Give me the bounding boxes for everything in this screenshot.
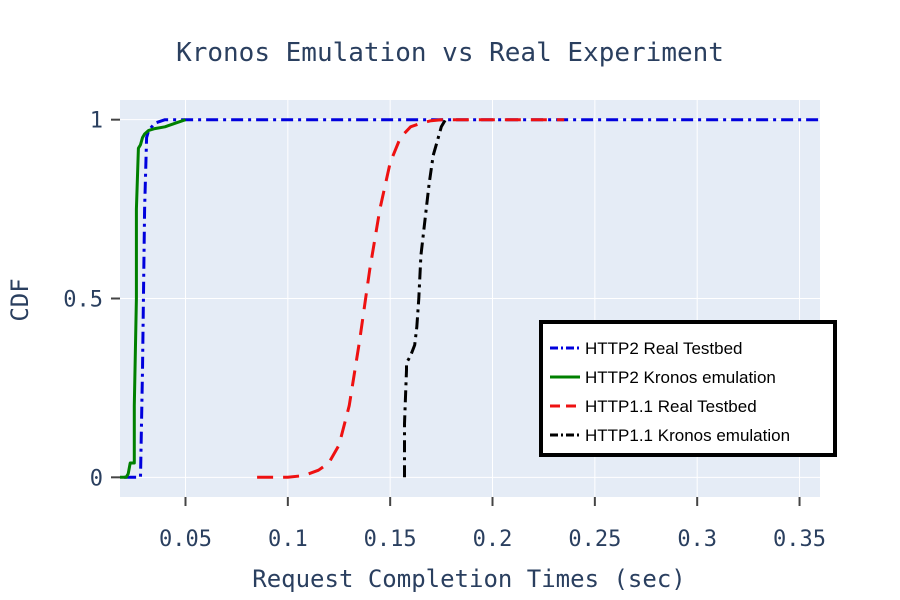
legend-label-3: HTTP1.1 Kronos emulation (585, 426, 790, 445)
x-tick-label: 0.25 (568, 527, 621, 552)
x-tick-label: 0.05 (159, 527, 212, 552)
legend-label-0: HTTP2 Real Testbed (585, 339, 742, 358)
legend-box (539, 320, 837, 457)
tick-labels: 0.05 0.1 0.15 0.2 0.25 0.3 0.35 0 0.5 1 (63, 109, 826, 552)
x-tick-label: 0.3 (677, 527, 717, 552)
x-tick-label: 0.35 (773, 527, 826, 552)
legend-label-1: HTTP2 Kronos emulation (585, 368, 776, 387)
series-line-2 (257, 118, 565, 479)
y-axis-title: CDF (6, 278, 34, 321)
y-tick-label: 0 (90, 466, 103, 491)
y-tick-label: 1 (90, 109, 103, 134)
legend-label-2: HTTP1.1 Real Testbed (585, 397, 757, 416)
axis-ticks (111, 118, 801, 506)
series-layer (120, 118, 820, 479)
chart-title: Kronos Emulation vs Real Experiment (176, 38, 724, 68)
x-axis-title: Request Completion Times (sec) (252, 565, 685, 593)
x-tick-label: 0.2 (473, 527, 513, 552)
legend: HTTP2 Real Testbed HTTP2 Kronos emulation… (539, 320, 837, 457)
x-tick-label: 0.1 (268, 527, 308, 552)
y-tick-label: 0.5 (63, 288, 103, 313)
series-line-3 (403, 118, 447, 478)
series-line-1 (120, 118, 186, 479)
x-tick-label: 0.15 (364, 527, 417, 552)
